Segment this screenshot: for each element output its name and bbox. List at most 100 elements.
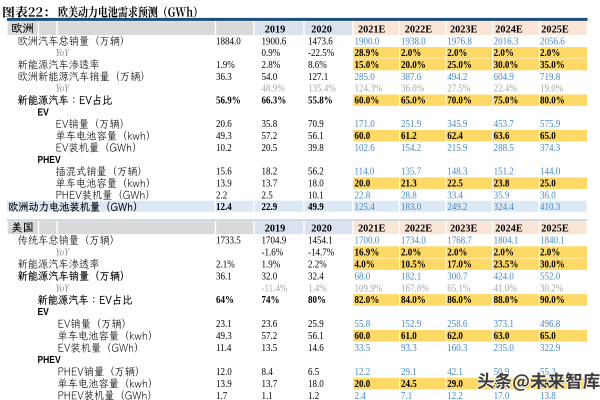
svg-text:28.9%: 28.9% bbox=[355, 49, 380, 60]
svg-text:2.0%: 2.0% bbox=[401, 49, 421, 60]
svg-text:2.0%: 2.0% bbox=[540, 248, 560, 259]
svg-text:2.8%: 2.8% bbox=[262, 61, 281, 72]
svg-text:1733.5: 1733.5 bbox=[216, 236, 241, 247]
svg-text:13.9: 13.9 bbox=[216, 179, 232, 190]
svg-text:35.0%: 35.0% bbox=[540, 61, 565, 72]
svg-text:93.3: 93.3 bbox=[401, 344, 417, 355]
svg-text:2.2%: 2.2% bbox=[308, 260, 327, 271]
svg-text:68.0: 68.0 bbox=[355, 272, 371, 283]
svg-text:1700.0: 1700.0 bbox=[355, 236, 380, 247]
svg-text:EV: EV bbox=[38, 107, 50, 118]
svg-text:63.6: 63.6 bbox=[494, 132, 510, 143]
svg-text:22.9: 22.9 bbox=[262, 203, 278, 214]
svg-text:41.0%: 41.0% bbox=[494, 284, 517, 295]
svg-text:18.0: 18.0 bbox=[308, 179, 324, 190]
svg-text:8.4: 8.4 bbox=[262, 368, 273, 379]
svg-text:124.3%: 124.3% bbox=[355, 84, 383, 95]
svg-text:56.1: 56.1 bbox=[308, 132, 324, 143]
svg-text:2.0%: 2.0% bbox=[494, 49, 514, 60]
svg-text:22.4%: 22.4% bbox=[494, 84, 517, 95]
svg-text:82.0%: 82.0% bbox=[355, 296, 380, 307]
svg-text:148.3: 148.3 bbox=[447, 167, 467, 178]
svg-text:2.0%: 2.0% bbox=[540, 49, 560, 60]
svg-text:16.9%: 16.9% bbox=[355, 248, 380, 259]
svg-text:75.0%: 75.0% bbox=[494, 96, 519, 107]
svg-text:288.5: 288.5 bbox=[494, 144, 514, 155]
svg-text:1884.0: 1884.0 bbox=[216, 37, 241, 48]
svg-text:61.2: 61.2 bbox=[401, 132, 417, 143]
svg-text:1704.9: 1704.9 bbox=[262, 236, 287, 247]
svg-text:PHEV: PHEV bbox=[38, 354, 62, 365]
svg-text:1768.7: 1768.7 bbox=[447, 236, 472, 247]
svg-text:2022E: 2022E bbox=[405, 24, 432, 35]
svg-text:2.1%: 2.1% bbox=[216, 260, 235, 271]
svg-text:YoY: YoY bbox=[56, 283, 71, 295]
svg-text:18.2: 18.2 bbox=[262, 167, 278, 178]
svg-text:2021E: 2021E bbox=[358, 224, 385, 235]
svg-text:14.6: 14.6 bbox=[308, 344, 324, 355]
svg-text:13.5: 13.5 bbox=[262, 344, 278, 355]
svg-text:17.0: 17.0 bbox=[494, 391, 510, 400]
svg-text:23.6: 23.6 bbox=[262, 320, 278, 331]
svg-text:49.3: 49.3 bbox=[216, 332, 232, 343]
svg-text:1.2: 1.2 bbox=[308, 391, 319, 400]
svg-text:2.0%: 2.0% bbox=[447, 49, 467, 60]
svg-text:PHEV: PHEV bbox=[38, 154, 62, 165]
svg-text:18.0: 18.0 bbox=[308, 380, 324, 391]
svg-text:1734.0: 1734.0 bbox=[401, 236, 426, 247]
svg-text:114.0: 114.0 bbox=[355, 167, 375, 178]
svg-text:719.8: 719.8 bbox=[540, 72, 560, 83]
svg-text:62.0: 62.0 bbox=[447, 332, 463, 343]
svg-text:90.0%: 90.0% bbox=[540, 296, 565, 307]
svg-text:60.0: 60.0 bbox=[355, 132, 371, 143]
svg-text:135.4%: 135.4% bbox=[308, 84, 336, 95]
svg-text:167.8%: 167.8% bbox=[401, 284, 429, 295]
svg-text:17.0%: 17.0% bbox=[447, 260, 472, 271]
svg-text:13.9: 13.9 bbox=[216, 380, 232, 391]
svg-text:20.0%: 20.0% bbox=[401, 61, 426, 72]
svg-text:496.8: 496.8 bbox=[540, 320, 560, 331]
svg-text:13.7: 13.7 bbox=[262, 380, 278, 391]
svg-text:25.9: 25.9 bbox=[308, 320, 324, 331]
svg-text:25.0%: 25.0% bbox=[447, 61, 472, 72]
svg-text:19.0%: 19.0% bbox=[540, 84, 563, 95]
svg-text:36.0%: 36.0% bbox=[401, 84, 424, 95]
svg-text:30.0%: 30.0% bbox=[540, 260, 565, 271]
svg-text:-11.4%: -11.4% bbox=[262, 284, 288, 295]
svg-text:2.0%: 2.0% bbox=[447, 248, 467, 259]
svg-text:1454.1: 1454.1 bbox=[308, 236, 333, 247]
svg-text:12.0: 12.0 bbox=[216, 368, 232, 379]
svg-text:2019: 2019 bbox=[265, 224, 286, 235]
svg-text:36.1: 36.1 bbox=[216, 272, 232, 283]
svg-text:13.7: 13.7 bbox=[262, 179, 278, 190]
svg-text:152.9: 152.9 bbox=[401, 320, 421, 331]
svg-text:42.1: 42.1 bbox=[447, 368, 463, 379]
svg-text:20.0: 20.0 bbox=[355, 179, 371, 190]
svg-text:-22.5%: -22.5% bbox=[308, 49, 334, 60]
svg-text:70.0%: 70.0% bbox=[447, 96, 472, 107]
svg-text:21.3: 21.3 bbox=[401, 179, 417, 190]
svg-text:2024E: 2024E bbox=[495, 224, 522, 235]
svg-text:2025E: 2025E bbox=[541, 224, 568, 235]
svg-text:285.0: 285.0 bbox=[355, 72, 375, 83]
svg-text:552.0: 552.0 bbox=[540, 272, 560, 283]
svg-text:2019: 2019 bbox=[265, 24, 286, 35]
svg-text:20.5: 20.5 bbox=[262, 144, 278, 155]
svg-text:125.4: 125.4 bbox=[355, 203, 375, 214]
svg-text:35.8: 35.8 bbox=[262, 120, 278, 131]
svg-text:2.0%: 2.0% bbox=[401, 248, 421, 259]
svg-text:183.0: 183.0 bbox=[401, 203, 421, 214]
svg-text:25.0: 25.0 bbox=[540, 179, 556, 190]
svg-text:23.5%: 23.5% bbox=[494, 260, 519, 271]
svg-text:2022E: 2022E bbox=[405, 224, 432, 235]
svg-text:7.1: 7.1 bbox=[401, 391, 412, 400]
svg-text:2016.3: 2016.3 bbox=[494, 37, 519, 48]
svg-text:36.3: 36.3 bbox=[216, 72, 232, 83]
svg-text:12.4: 12.4 bbox=[216, 203, 232, 214]
svg-text:28.8: 28.8 bbox=[401, 191, 417, 202]
svg-text:33.4: 33.4 bbox=[447, 191, 463, 202]
svg-text:23.8: 23.8 bbox=[494, 179, 510, 190]
svg-text:160.3: 160.3 bbox=[447, 344, 467, 355]
svg-text:2023E: 2023E bbox=[450, 224, 477, 235]
svg-text:1840.1: 1840.1 bbox=[540, 236, 565, 247]
